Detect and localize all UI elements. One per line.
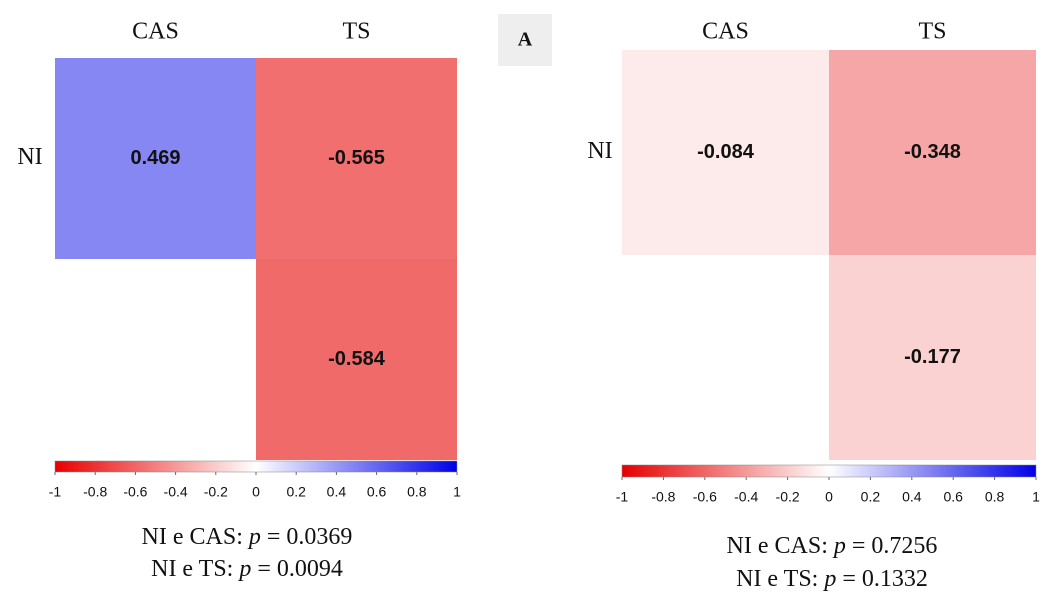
colorbar — [54, 460, 458, 473]
annotation: NI e TS: p = 0.0094 — [151, 556, 343, 582]
annotation-part: p — [832, 533, 846, 559]
column-label: TS — [342, 19, 370, 45]
colorbar-tick-label: -1 — [49, 484, 62, 500]
annotation-part: p — [822, 566, 836, 592]
colorbar-tick-label: -0.8 — [651, 489, 675, 505]
annotation: NI e CAS: p = 0.0369 — [142, 524, 353, 550]
annotation-part: p — [247, 524, 261, 550]
row-label: NI — [17, 144, 42, 170]
colorbar-tick-label: -0.4 — [734, 489, 758, 505]
colorbar-tick-label: 0.4 — [327, 484, 347, 500]
heatmap-cell — [829, 255, 1036, 460]
row-label: NI — [587, 138, 612, 164]
colorbar — [621, 464, 1037, 478]
heatmap-cell — [55, 58, 256, 259]
colorbar-tick-label: 0 — [252, 484, 260, 500]
colorbar-tick-label: -0.8 — [83, 484, 107, 500]
cell-value: -0.584 — [328, 348, 386, 370]
colorbar-tick-label: 0.8 — [407, 484, 427, 500]
column-label: TS — [918, 19, 946, 45]
colorbar-tick-label: 1 — [1032, 489, 1040, 505]
colorbar-tick-label: 0.8 — [985, 489, 1005, 505]
colorbar-tick-label: 0.6 — [943, 489, 963, 505]
heatmap-cell — [256, 259, 457, 460]
annotation-part: = 0.7256 — [846, 533, 938, 559]
panel-label-box — [498, 14, 552, 66]
cell-value: -0.565 — [328, 147, 385, 169]
cell-value: 0.469 — [130, 147, 180, 169]
heatmap-cell — [829, 50, 1036, 255]
annotation-part: NI e TS: — [736, 566, 824, 592]
colorbar-tick-label: 0 — [825, 489, 833, 505]
column-label: CAS — [132, 19, 179, 45]
annotation: NI e TS: p = 0.1332 — [736, 566, 928, 592]
annotation-part: NI e CAS: — [142, 524, 249, 550]
cell-value: -0.348 — [904, 141, 961, 163]
cell-value: -0.177 — [904, 346, 961, 368]
annotation-part: = 0.1332 — [836, 566, 928, 592]
colorbar-tick-label: -0.2 — [204, 484, 228, 500]
heatmap-cell — [256, 58, 457, 259]
annotation-part: NI e TS: — [151, 556, 239, 582]
panel-label: A — [518, 29, 533, 51]
colorbar-tick-label: 0.6 — [367, 484, 387, 500]
colorbar-tick-label: 0.2 — [861, 489, 881, 505]
colorbar-tick-label: -0.6 — [693, 489, 717, 505]
annotation-part: NI e CAS: — [727, 533, 834, 559]
heatmap-cell — [622, 50, 829, 255]
colorbar-tick-label: -1 — [616, 489, 629, 505]
annotation-part: p — [237, 556, 251, 582]
annotation: NI e CAS: p = 0.7256 — [727, 533, 938, 559]
cell-value: -0.084 — [697, 141, 755, 163]
colorbar-tick-label: -0.4 — [164, 484, 188, 500]
column-label: CAS — [702, 19, 749, 45]
annotation-part: = 0.0094 — [251, 556, 343, 582]
annotation-part: = 0.0369 — [261, 524, 353, 550]
colorbar-tick-label: 0.2 — [286, 484, 306, 500]
colorbar-tick-label: -0.6 — [123, 484, 147, 500]
colorbar-tick-label: -0.2 — [776, 489, 800, 505]
colorbar-tick-label: 0.4 — [902, 489, 922, 505]
colorbar-tick-label: 1 — [453, 484, 461, 500]
